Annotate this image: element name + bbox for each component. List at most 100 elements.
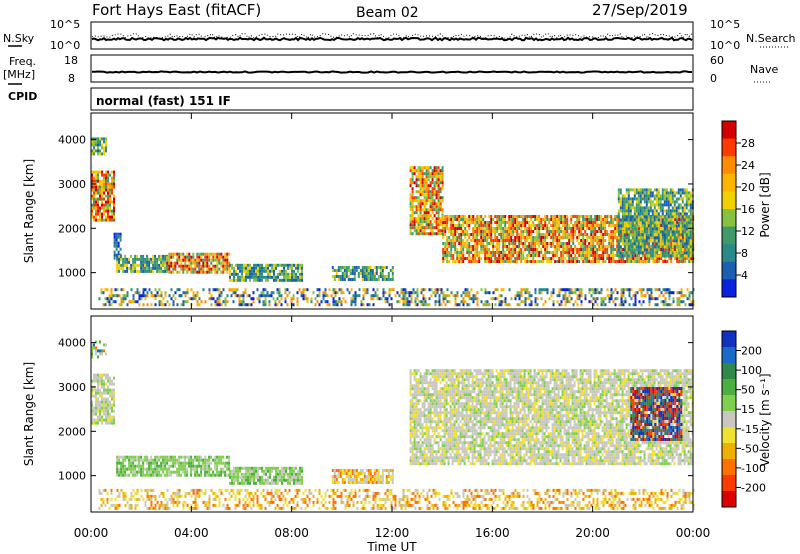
cell-velocity-2 [162,467,165,471]
cell-power-9 [689,212,692,216]
cell-power-8 [556,221,559,224]
cell-power-8 [510,230,513,233]
cell-power-5 [265,266,267,270]
cell-power-8 [518,233,521,236]
cell-power-10 [636,291,639,295]
cell-power-10 [430,288,433,292]
cell-velocity-2 [122,473,125,477]
cell-power-9 [647,215,650,219]
cell-power-5 [267,263,269,267]
cell-power-7 [439,223,442,227]
cell-power-10 [496,288,499,292]
cell-power-8 [608,224,611,227]
cell-velocity-2 [164,461,167,465]
cell-power-8 [508,230,511,233]
cell-power-4 [198,252,201,256]
cell-power-9 [685,215,688,219]
cell-power-10 [416,303,419,307]
cell-power-5 [301,278,303,282]
cell-power-10 [524,291,527,295]
cell-power-9 [677,188,680,192]
cell-velocity-1 [99,406,101,410]
cell-power-8 [638,227,641,230]
cell-power-9 [663,251,666,255]
cell-velocity-3 [237,469,239,473]
cell-power-10 [384,300,387,304]
cell-power-10 [438,288,441,292]
cell-power-10 [338,297,341,301]
cell-power-8 [488,251,491,254]
cell-power-10 [366,303,369,307]
cell-power-8 [534,236,537,239]
cell-power-8 [446,239,449,242]
cell-velocity-2 [208,473,211,477]
cell-power-10 [276,303,279,307]
cell-velocity-3 [231,469,233,473]
cell-velocity-1 [107,421,109,425]
cell-power-8 [512,221,515,224]
cell-power-8 [502,227,505,230]
cell-power-9 [661,254,664,258]
cell-power-4 [188,255,191,259]
cell-power-10 [124,297,127,301]
cell-power-8 [504,242,507,245]
cell-power-9 [643,215,646,219]
cell-power-10 [534,291,537,295]
cell-power-9 [677,254,680,258]
cell-power-10 [596,297,599,301]
cell-power-3 [162,260,165,264]
cell-power-10 [564,297,567,301]
cell-power-1 [109,173,111,177]
cell-power-8 [448,215,451,218]
cell-power-8 [502,254,505,257]
cell-power-6 [371,272,374,275]
cell-velocity-2 [130,467,133,471]
cell-power-9 [669,188,672,192]
cell-power-8 [462,260,465,263]
cell-power-9 [675,245,678,249]
cell-power-3 [134,269,137,273]
cell-power-9 [687,239,690,243]
cell-power-7 [431,175,434,179]
cell-power-10 [132,294,135,298]
cell-power-0 [91,143,93,147]
cell-velocity-2 [186,455,189,459]
cell-velocity-1 [107,400,109,404]
cell-power-8 [496,236,499,239]
cell-power-8 [612,257,615,260]
cell-power-9 [633,194,636,198]
cell-power-9 [637,248,640,252]
cell-power-8 [454,260,457,263]
cell-velocity-2 [156,455,159,459]
cell-power-8 [562,245,565,248]
cell-power-7 [415,205,418,209]
cell-velocity-1 [111,409,113,413]
cell-velocity-2 [204,467,207,471]
cell-power-10 [288,291,291,295]
cell-velocity-1 [109,388,111,392]
cell-power-7 [419,193,422,197]
cell-power-8 [484,251,487,254]
cell-power-10 [226,300,229,304]
cell-power-8 [484,248,487,251]
cell-power-9 [683,233,686,237]
cell-power-7 [429,202,432,206]
cell-power-5 [297,266,299,270]
cell-power-10 [242,303,245,307]
cell-power-4 [200,255,203,259]
cell-power-10 [570,288,573,292]
cell-power-4 [216,270,219,274]
cell-power-0 [101,143,103,147]
cell-power-8 [528,221,531,224]
cell-power-8 [626,257,629,260]
cell-power-8 [484,260,487,263]
cell-power-8 [536,260,539,263]
cell-power-9 [631,224,634,228]
cell-power-6 [381,269,384,272]
cell-power-8 [526,215,529,218]
cell-power-7 [431,223,434,227]
cell-power-9 [647,191,650,195]
cell-power-10 [404,303,407,307]
cell-power-10 [142,291,145,295]
cell-power-9 [645,209,648,213]
